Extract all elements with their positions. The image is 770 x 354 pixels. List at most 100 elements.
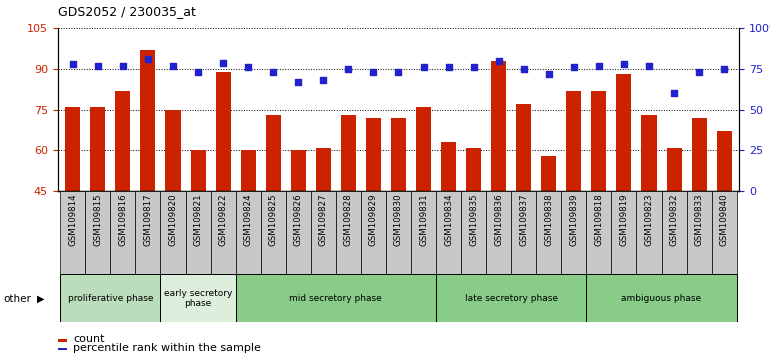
Bar [85,191,110,274]
Point [292,79,304,85]
Text: GSM109817: GSM109817 [143,194,152,246]
Bar [436,274,587,322]
Point [517,66,530,72]
Text: GSM109825: GSM109825 [269,194,278,246]
Bar [60,191,85,274]
Text: GSM109829: GSM109829 [369,194,378,246]
Text: GSM109819: GSM109819 [619,194,628,246]
Point [693,69,705,75]
Bar [216,72,231,191]
Point [392,69,404,75]
Bar [291,150,306,191]
Text: proliferative phase: proliferative phase [68,294,153,303]
Bar [160,274,236,322]
Text: ▶: ▶ [37,294,45,304]
Bar [637,191,661,274]
Point [317,78,330,83]
Point [417,64,430,70]
Bar [316,148,331,191]
Bar [116,91,130,191]
Text: GSM109821: GSM109821 [193,194,203,246]
Bar [541,156,556,191]
Bar [286,191,311,274]
Bar [587,274,737,322]
Point [67,61,79,67]
Text: GSM109840: GSM109840 [720,194,728,246]
Bar [661,191,687,274]
Text: GSM109814: GSM109814 [69,194,77,246]
Point [467,64,480,70]
Text: late secretory phase: late secretory phase [465,294,557,303]
Text: GSM109823: GSM109823 [644,194,654,246]
Text: GSM109820: GSM109820 [169,194,178,246]
Bar [341,115,356,191]
Point [267,69,280,75]
Text: GSM109827: GSM109827 [319,194,328,246]
Bar [441,142,456,191]
Bar [461,191,486,274]
Bar [336,191,361,274]
Point [443,64,455,70]
Text: mid secretory phase: mid secretory phase [290,294,382,303]
Bar [60,274,160,322]
Text: GSM109837: GSM109837 [519,194,528,246]
Point [643,63,655,69]
Point [493,58,505,64]
Point [668,91,680,96]
Text: GSM109830: GSM109830 [394,194,403,246]
Bar [717,131,731,191]
Point [342,66,354,72]
Text: ambiguous phase: ambiguous phase [621,294,701,303]
Bar [536,191,561,274]
Bar [210,191,236,274]
Text: GSM109838: GSM109838 [544,194,554,246]
Bar [416,107,431,191]
Point [117,63,129,69]
Bar [391,118,406,191]
Text: count: count [73,334,105,344]
Bar [241,150,256,191]
Bar [491,61,506,191]
Text: GSM109831: GSM109831 [419,194,428,246]
Bar [566,91,581,191]
Bar [641,115,657,191]
Text: percentile rank within the sample: percentile rank within the sample [73,343,261,353]
Bar [65,107,80,191]
Point [567,64,580,70]
Text: GSM109833: GSM109833 [695,194,704,246]
Bar [386,191,411,274]
Text: GSM109826: GSM109826 [294,194,303,246]
Bar [266,115,281,191]
Bar [411,191,436,274]
Bar [591,91,607,191]
Point [192,69,204,75]
Bar [261,191,286,274]
Text: GSM109836: GSM109836 [494,194,503,246]
Point [593,63,605,69]
Text: GSM109828: GSM109828 [344,194,353,246]
Text: GSM109816: GSM109816 [119,194,127,246]
Bar [617,74,631,191]
Bar [160,191,186,274]
Bar [311,191,336,274]
Point [618,61,630,67]
Point [242,64,254,70]
Bar [436,191,461,274]
Point [217,60,229,65]
Bar [466,148,481,191]
Bar [190,150,206,191]
Bar [711,191,737,274]
Bar [561,191,587,274]
Bar [687,191,711,274]
Bar [486,191,511,274]
Bar [667,148,681,191]
Bar [361,191,386,274]
Point [142,56,154,62]
Bar [511,191,536,274]
Text: GSM109832: GSM109832 [670,194,678,246]
Bar [186,191,210,274]
Bar [110,191,136,274]
Text: GSM109824: GSM109824 [243,194,253,246]
Text: other: other [4,294,32,304]
Bar [136,191,160,274]
